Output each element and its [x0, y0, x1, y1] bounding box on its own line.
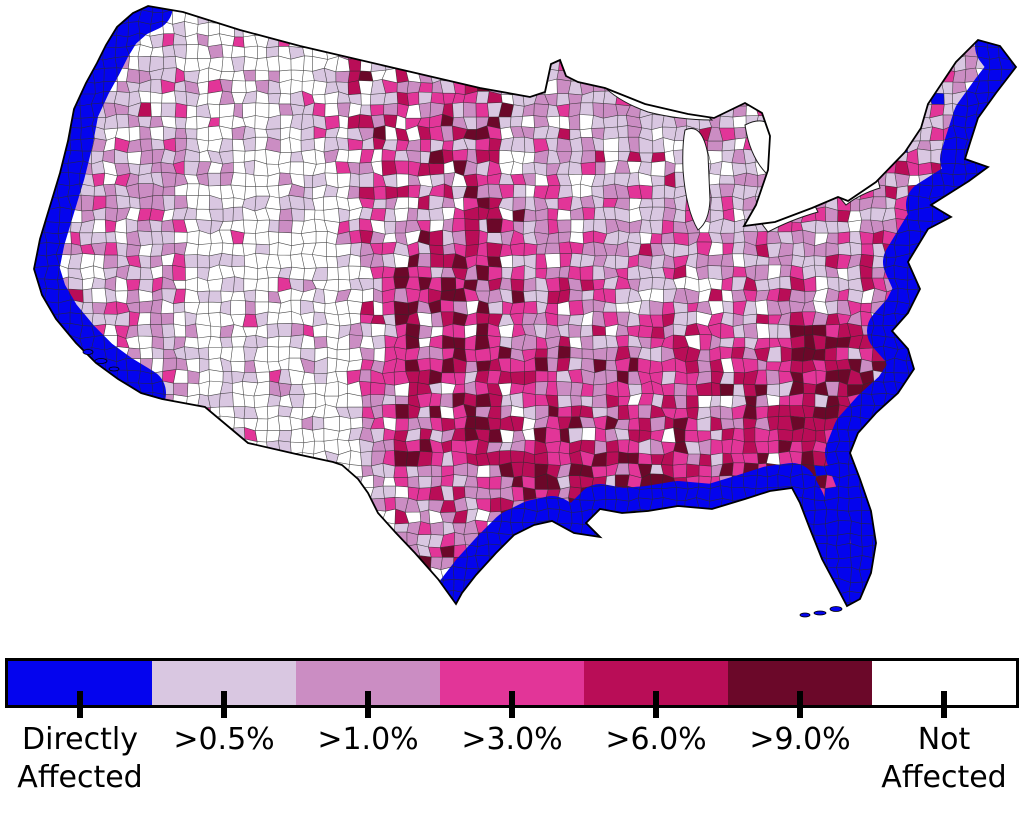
legend-label-c05: >0.5% — [173, 722, 275, 757]
legend-tick — [797, 691, 803, 718]
us-outline — [33, 5, 1018, 608]
legend-segment-c9: >9.0% — [728, 661, 872, 757]
legend-label-c3: >3.0% — [461, 722, 563, 757]
legend-label-c6: >6.0% — [605, 722, 707, 757]
legend-segment-c3: >3.0% — [440, 661, 584, 757]
legend-tick — [221, 691, 227, 718]
legend-tick — [509, 691, 515, 718]
legend-label-c1: >1.0% — [317, 722, 419, 757]
county-fill-directly — [789, 6, 978, 606]
us-county-choropleth-map — [33, 5, 1018, 618]
legend-tick — [653, 691, 659, 718]
legend-label-directly: Directly Affected — [17, 722, 143, 795]
island-5 — [799, 612, 811, 618]
legend-label-c9: >9.0% — [749, 722, 851, 757]
legend-tick — [365, 691, 371, 718]
island-2 — [108, 366, 120, 372]
legend-colorbar: Directly Affected >0.5% >1.0% >3.0% >6.0% >9.… — [5, 658, 1019, 795]
lake-1 — [682, 128, 711, 231]
island-1 — [94, 358, 108, 364]
island-0 — [82, 349, 94, 355]
legend-label-not: Not Affected — [881, 722, 1007, 795]
legend-segment-not: Not Affected — [872, 661, 1016, 795]
legend-segment-c1: >1.0% — [296, 661, 440, 757]
legend-tick — [941, 691, 947, 718]
legend-segment-c6: >6.0% — [584, 661, 728, 757]
legend-tick — [77, 691, 83, 718]
island-3 — [829, 606, 843, 612]
legend-segment-directly: Directly Affected — [8, 661, 152, 795]
legend-segment-c05: >0.5% — [152, 661, 296, 757]
island-4 — [813, 610, 827, 616]
